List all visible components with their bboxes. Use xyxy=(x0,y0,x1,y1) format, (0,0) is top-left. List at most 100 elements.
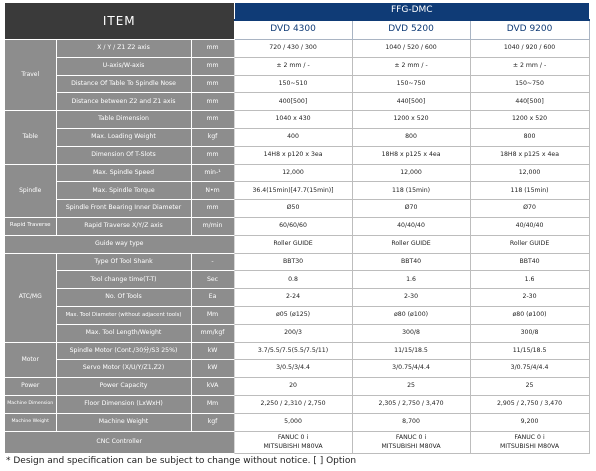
value-cell: 25 xyxy=(351,377,471,396)
unit-label: Ea xyxy=(191,288,235,307)
table-row: Tool change time(T-T) Sec 0.8 1.6 1.6 xyxy=(5,270,590,290)
controller-line: FANUC 0 i xyxy=(514,434,545,442)
unit-label: m/min xyxy=(191,216,235,236)
value-cell: 40/40/40 xyxy=(469,216,590,236)
value-cell: 1040 x 430 xyxy=(233,110,353,129)
table-row: Distance Of Table To Spindle Nose mm 150… xyxy=(5,74,590,94)
unit-label: mm xyxy=(191,145,235,165)
unit-label: kW xyxy=(191,359,235,378)
value-cell: 11/15/18.5 xyxy=(469,341,590,361)
param-label: U-axis/W-axis xyxy=(56,56,192,76)
table-row: Spindle Max. Spindle Speed min-¹ 12,000 … xyxy=(5,163,590,218)
value-cell: 800 xyxy=(351,127,471,147)
value-cell: 2,250 / 2,310 / 2,750 xyxy=(233,394,353,414)
value-cell: 36.4(15min)[47.7(15min)] xyxy=(233,181,353,201)
unit-label: kW xyxy=(191,341,235,360)
category-table: Table xyxy=(5,110,57,165)
value-cell: 400[500] xyxy=(233,92,353,112)
value-cell: 1.6 xyxy=(351,270,471,290)
value-cell: 300/8 xyxy=(469,323,590,343)
unit-label: Mm xyxy=(191,305,235,325)
value-cell: 5,000 xyxy=(233,412,353,432)
controller-line: MITSUBISHI M80VA xyxy=(381,443,441,451)
category-power: Power xyxy=(5,377,57,396)
table-row: Max. Spindle Torque N•m 36.4(15min)[47.7… xyxy=(5,181,590,201)
unit-label: - xyxy=(191,252,235,271)
value-cell: 60/60/60 xyxy=(233,216,353,236)
value-cell: 150~750 xyxy=(469,74,590,94)
value-cell: 12,000 xyxy=(233,163,353,183)
value-cell: 1200 x 520 xyxy=(351,110,471,129)
param-label: Servo Motor (X/U/Y/Z1,Z2) xyxy=(56,359,192,378)
value-cell: 11/15/18.5 xyxy=(351,341,471,361)
unit-label: mm xyxy=(191,110,235,129)
table-row: Table Table Dimension mm 1040 x 430 1200… xyxy=(5,110,590,165)
value-cell: Ø70 xyxy=(469,199,590,218)
value-cell: FANUC 0 i MITSUBISHI M80VA xyxy=(351,430,471,454)
unit-label: mm xyxy=(191,92,235,111)
param-label: Spindle Front Bearing Inner Diameter xyxy=(56,199,192,218)
controller-line: MITSUBISHI M80VA xyxy=(263,443,323,451)
model-header: DVD 5200 xyxy=(351,19,471,40)
value-cell: ± 2 mm / - xyxy=(469,56,590,76)
unit-label: mm xyxy=(191,39,235,58)
category-machine-weight: Machine Weight xyxy=(5,412,57,432)
unit-label: min-¹ xyxy=(191,163,235,182)
table-row: Guide way type Roller GUIDE Roller GUIDE… xyxy=(5,234,590,254)
param-label: Guide way type xyxy=(5,234,235,254)
param-label: X / Y / Z1 Z2 axis xyxy=(56,39,192,58)
value-cell: ± 2 mm / - xyxy=(233,56,353,76)
value-cell: ø80 (ø100) xyxy=(351,305,471,325)
value-cell: Roller GUIDE xyxy=(233,234,353,254)
param-label: Max. Loading Weight xyxy=(56,127,192,147)
value-cell: FANUC 0 i MITSUBISHI M80VA xyxy=(233,430,353,454)
unit-label: mm xyxy=(191,56,235,76)
param-label: Max. Tool Diameter (without adjacent too… xyxy=(56,305,192,325)
value-cell: 0.8 xyxy=(233,270,353,290)
value-cell: Ø50 xyxy=(233,199,353,218)
value-cell: BBT30 xyxy=(233,252,353,272)
table-row: Power Power Capacity kVA 20 25 25 xyxy=(5,377,590,396)
param-label: Spindle Motor (Cont./30分/S3 25%) xyxy=(56,341,192,360)
category-machine-dimension: Machine Dimension xyxy=(5,394,57,414)
table-row: Travel X / Y / Z1 Z2 axis mm 720 / 430 /… xyxy=(5,38,590,111)
unit-label: mm xyxy=(191,199,235,218)
param-label: Distance Of Table To Spindle Nose xyxy=(56,74,192,93)
spec-table: ITEM FFG-DMC DVD 4300 DVD 5200 DVD 9200 … xyxy=(5,3,590,454)
value-cell: 1040 / 920 / 600 xyxy=(469,39,590,58)
param-label: Rapid Traverse X/Y/Z axis xyxy=(56,216,192,236)
value-cell: 440[500] xyxy=(469,92,590,112)
value-cell: 8,700 xyxy=(351,412,471,432)
value-cell: ± 2 mm / - xyxy=(351,56,471,76)
value-cell: 9,200 xyxy=(469,412,590,432)
category-spindle: Spindle xyxy=(5,163,57,218)
table-row: Rapid Traverse Rapid Traverse X/Y/Z axis… xyxy=(5,216,590,236)
value-cell: 3/0.75/4/4.4 xyxy=(351,359,471,379)
param-label: Max. Spindle Torque xyxy=(56,181,192,200)
param-label: Dimension Of T-Slots xyxy=(56,145,192,165)
value-cell: 18H8 x p125 x 4ea xyxy=(469,145,590,165)
param-label: Tool change time(T-T) xyxy=(56,270,192,289)
value-cell: ø80 (ø100) xyxy=(469,305,590,325)
unit-label: Mm xyxy=(191,394,235,414)
value-cell: 12,000 xyxy=(469,163,590,183)
controller-line: FANUC 0 i xyxy=(277,434,309,442)
value-cell: 440[500] xyxy=(351,92,471,112)
model-header: DVD 9200 xyxy=(469,19,590,40)
value-cell: 2,305 / 2,750 / 3,470 xyxy=(351,394,471,414)
table-row: Max. Loading Weight kgf 400 800 800 xyxy=(5,127,590,147)
unit-label: N•m xyxy=(191,181,235,200)
value-cell: Ø70 xyxy=(351,199,471,218)
value-cell: 40/40/40 xyxy=(351,216,471,236)
value-cell: 118 (15min) xyxy=(351,181,471,201)
value-cell: 2-30 xyxy=(351,288,471,307)
value-cell: 20 xyxy=(233,377,353,396)
value-cell: 150~750 xyxy=(351,74,471,94)
category-travel: Travel xyxy=(5,38,57,111)
value-cell: 25 xyxy=(469,377,590,396)
unit-label: mm xyxy=(191,74,235,93)
category-atc-mg: ATC/MG xyxy=(5,252,57,343)
param-label: Type Of Tool Shank xyxy=(56,252,192,271)
value-cell: Roller GUIDE xyxy=(469,234,590,254)
